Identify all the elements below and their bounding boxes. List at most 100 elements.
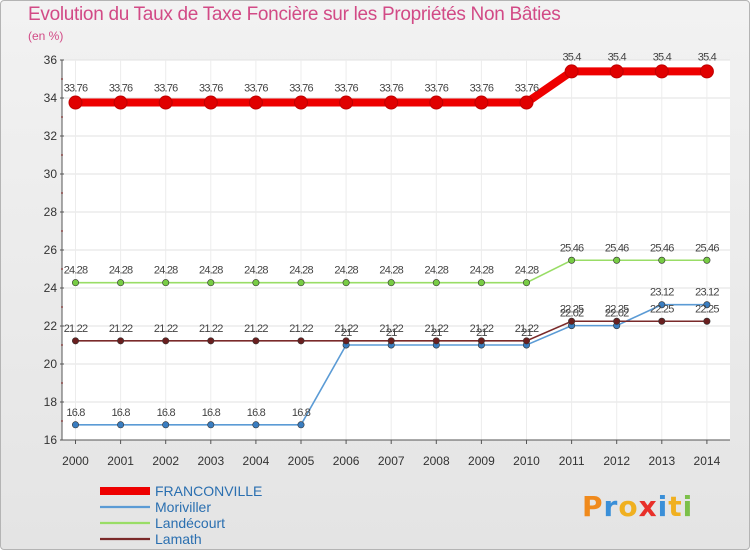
- x-tick-label: 2004: [243, 454, 270, 468]
- data-label: 21.22: [64, 323, 88, 335]
- data-point: [158, 95, 173, 110]
- data-label: 25.46: [605, 242, 629, 254]
- x-tick-label: 2009: [468, 454, 495, 468]
- data-point: [294, 95, 308, 110]
- data-point: [72, 279, 80, 287]
- data-point: [117, 421, 125, 429]
- y-tick-label: 26: [44, 243, 58, 257]
- x-tick-label: 2014: [694, 454, 721, 468]
- y-tick-label: 16: [44, 433, 58, 447]
- data-label: 25.46: [650, 242, 674, 254]
- data-label: 35.4: [653, 51, 672, 63]
- x-tick-label: 2002: [152, 454, 179, 468]
- data-point: [162, 421, 170, 429]
- x-tick-label: 2008: [423, 454, 450, 468]
- x-tick-label: 2011: [559, 454, 585, 468]
- x-tick-label: 2010: [513, 454, 540, 468]
- data-label: 23.12: [650, 287, 674, 299]
- data-point: [699, 64, 714, 79]
- data-label: 21.22: [109, 323, 133, 335]
- data-point: [703, 317, 711, 325]
- data-label: 23.12: [695, 287, 719, 299]
- data-label: 21.22: [515, 323, 539, 335]
- legend-label: Landécourt: [155, 515, 225, 531]
- y-tick-label: 18: [44, 395, 58, 409]
- data-point: [72, 421, 80, 429]
- data-label: 21: [431, 327, 442, 339]
- data-label: 24.28: [379, 265, 403, 277]
- data-label: 22.25: [605, 303, 629, 315]
- data-point: [117, 279, 125, 287]
- data-point: [113, 95, 128, 110]
- data-label: 24.28: [515, 265, 539, 277]
- data-point: [432, 279, 440, 287]
- data-label: 35.4: [698, 51, 717, 63]
- data-label: 24.28: [334, 265, 358, 277]
- data-point: [703, 256, 711, 264]
- data-label: 25.46: [560, 242, 584, 254]
- data-point: [207, 421, 215, 429]
- data-point: [568, 256, 576, 264]
- data-point: [252, 279, 260, 287]
- data-label: 22.02: [560, 308, 584, 320]
- chart-title: Evolution du Taux de Taxe Foncière sur l…: [28, 4, 561, 25]
- x-tick-label: 2007: [378, 454, 405, 468]
- data-point: [432, 337, 440, 345]
- data-label: 16.8: [247, 407, 266, 419]
- data-label: 33.76: [64, 83, 88, 95]
- data-point: [658, 317, 666, 325]
- data-point: [248, 95, 263, 110]
- data-point: [207, 337, 215, 345]
- data-label: 21.22: [425, 323, 449, 335]
- data-point: [658, 301, 666, 309]
- data-point: [297, 279, 305, 287]
- data-label: 35.4: [562, 51, 581, 63]
- data-label: 21.22: [379, 323, 403, 335]
- data-point: [387, 337, 395, 345]
- x-tick-label: 2000: [62, 454, 89, 468]
- data-label: 21.22: [470, 323, 494, 335]
- data-label: 24.28: [425, 265, 449, 277]
- data-label: 33.76: [515, 83, 539, 95]
- data-label: 33.76: [425, 83, 449, 95]
- x-tick-label: 2012: [603, 454, 630, 468]
- data-label: 35.4: [608, 51, 627, 63]
- data-label: 22.02: [605, 308, 629, 320]
- x-tick-label: 2013: [648, 454, 675, 468]
- y-tick-label: 22: [44, 319, 58, 333]
- data-label: 24.28: [109, 265, 133, 277]
- data-label: 21: [341, 327, 352, 339]
- data-point: [658, 256, 666, 264]
- data-label: 21: [521, 327, 532, 339]
- data-point: [477, 279, 485, 287]
- y-tick-label: 34: [44, 91, 58, 105]
- data-label: 16.8: [66, 407, 85, 419]
- data-label: 24.28: [244, 265, 268, 277]
- data-point: [613, 317, 621, 325]
- data-label: 33.76: [109, 83, 133, 95]
- data-point: [297, 421, 305, 429]
- data-label: 16.8: [157, 407, 176, 419]
- data-point: [68, 95, 83, 110]
- data-label: 24.28: [199, 265, 223, 277]
- data-point: [342, 337, 350, 345]
- data-label: 33.76: [334, 83, 358, 95]
- data-label: 33.76: [379, 83, 403, 95]
- data-point: [387, 279, 395, 287]
- data-point: [519, 95, 534, 110]
- data-point: [162, 279, 170, 287]
- data-point: [252, 421, 260, 429]
- data-label: 33.76: [154, 83, 178, 95]
- legend-label: Lamath: [155, 531, 202, 547]
- data-point: [162, 337, 170, 345]
- data-point: [117, 337, 125, 345]
- data-label: 16.8: [292, 407, 311, 419]
- data-point: [252, 337, 260, 345]
- data-point: [207, 279, 215, 287]
- x-tick-label: 2006: [333, 454, 360, 468]
- data-label: 33.76: [470, 83, 494, 95]
- data-point: [342, 279, 350, 287]
- data-label: 24.28: [64, 265, 88, 277]
- data-point: [522, 279, 530, 287]
